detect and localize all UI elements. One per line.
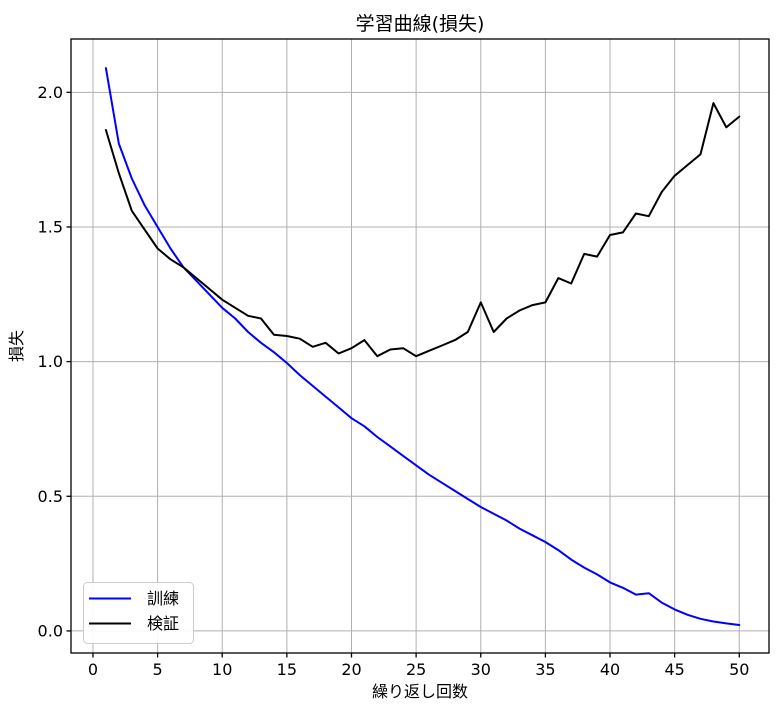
y-axis-label: 損失 [7, 330, 26, 362]
y-tick-label: 0.0 [38, 621, 63, 640]
series-line-0 [104, 67, 741, 626]
legend-label-0: 訓練 [147, 589, 179, 608]
x-tick-label: 0 [88, 660, 98, 679]
x-tick-label: 50 [729, 660, 749, 679]
chart-title: 学習曲線(損失) [356, 13, 485, 35]
axis-ticks: 0 5 10 15 20 25 30 35 40 45 50 0.0 0.5 1.0 1.5 2.0 [38, 83, 750, 679]
y-tick-label: 1.0 [38, 352, 63, 371]
x-tick-label: 5 [153, 660, 163, 679]
series-lines [104, 67, 741, 626]
x-tick-label: 10 [212, 660, 232, 679]
x-tick-label: 20 [341, 660, 361, 679]
y-tick-label: 1.5 [38, 217, 63, 236]
x-axis-label: 繰り返し回数 [372, 682, 468, 701]
x-tick-label: 35 [535, 660, 555, 679]
y-tick-label: 0.5 [38, 487, 63, 506]
legend-label-1: 検証 [147, 614, 179, 633]
plot-border [70, 38, 770, 654]
x-tick-label: 40 [600, 660, 620, 679]
x-tick-label: 25 [406, 660, 426, 679]
x-tick-label: 30 [471, 660, 491, 679]
series-line-1 [104, 102, 741, 358]
gridlines [71, 39, 769, 653]
x-tick-label: 15 [277, 660, 297, 679]
x-tick-label: 45 [664, 660, 684, 679]
y-tick-label: 2.0 [38, 83, 63, 102]
